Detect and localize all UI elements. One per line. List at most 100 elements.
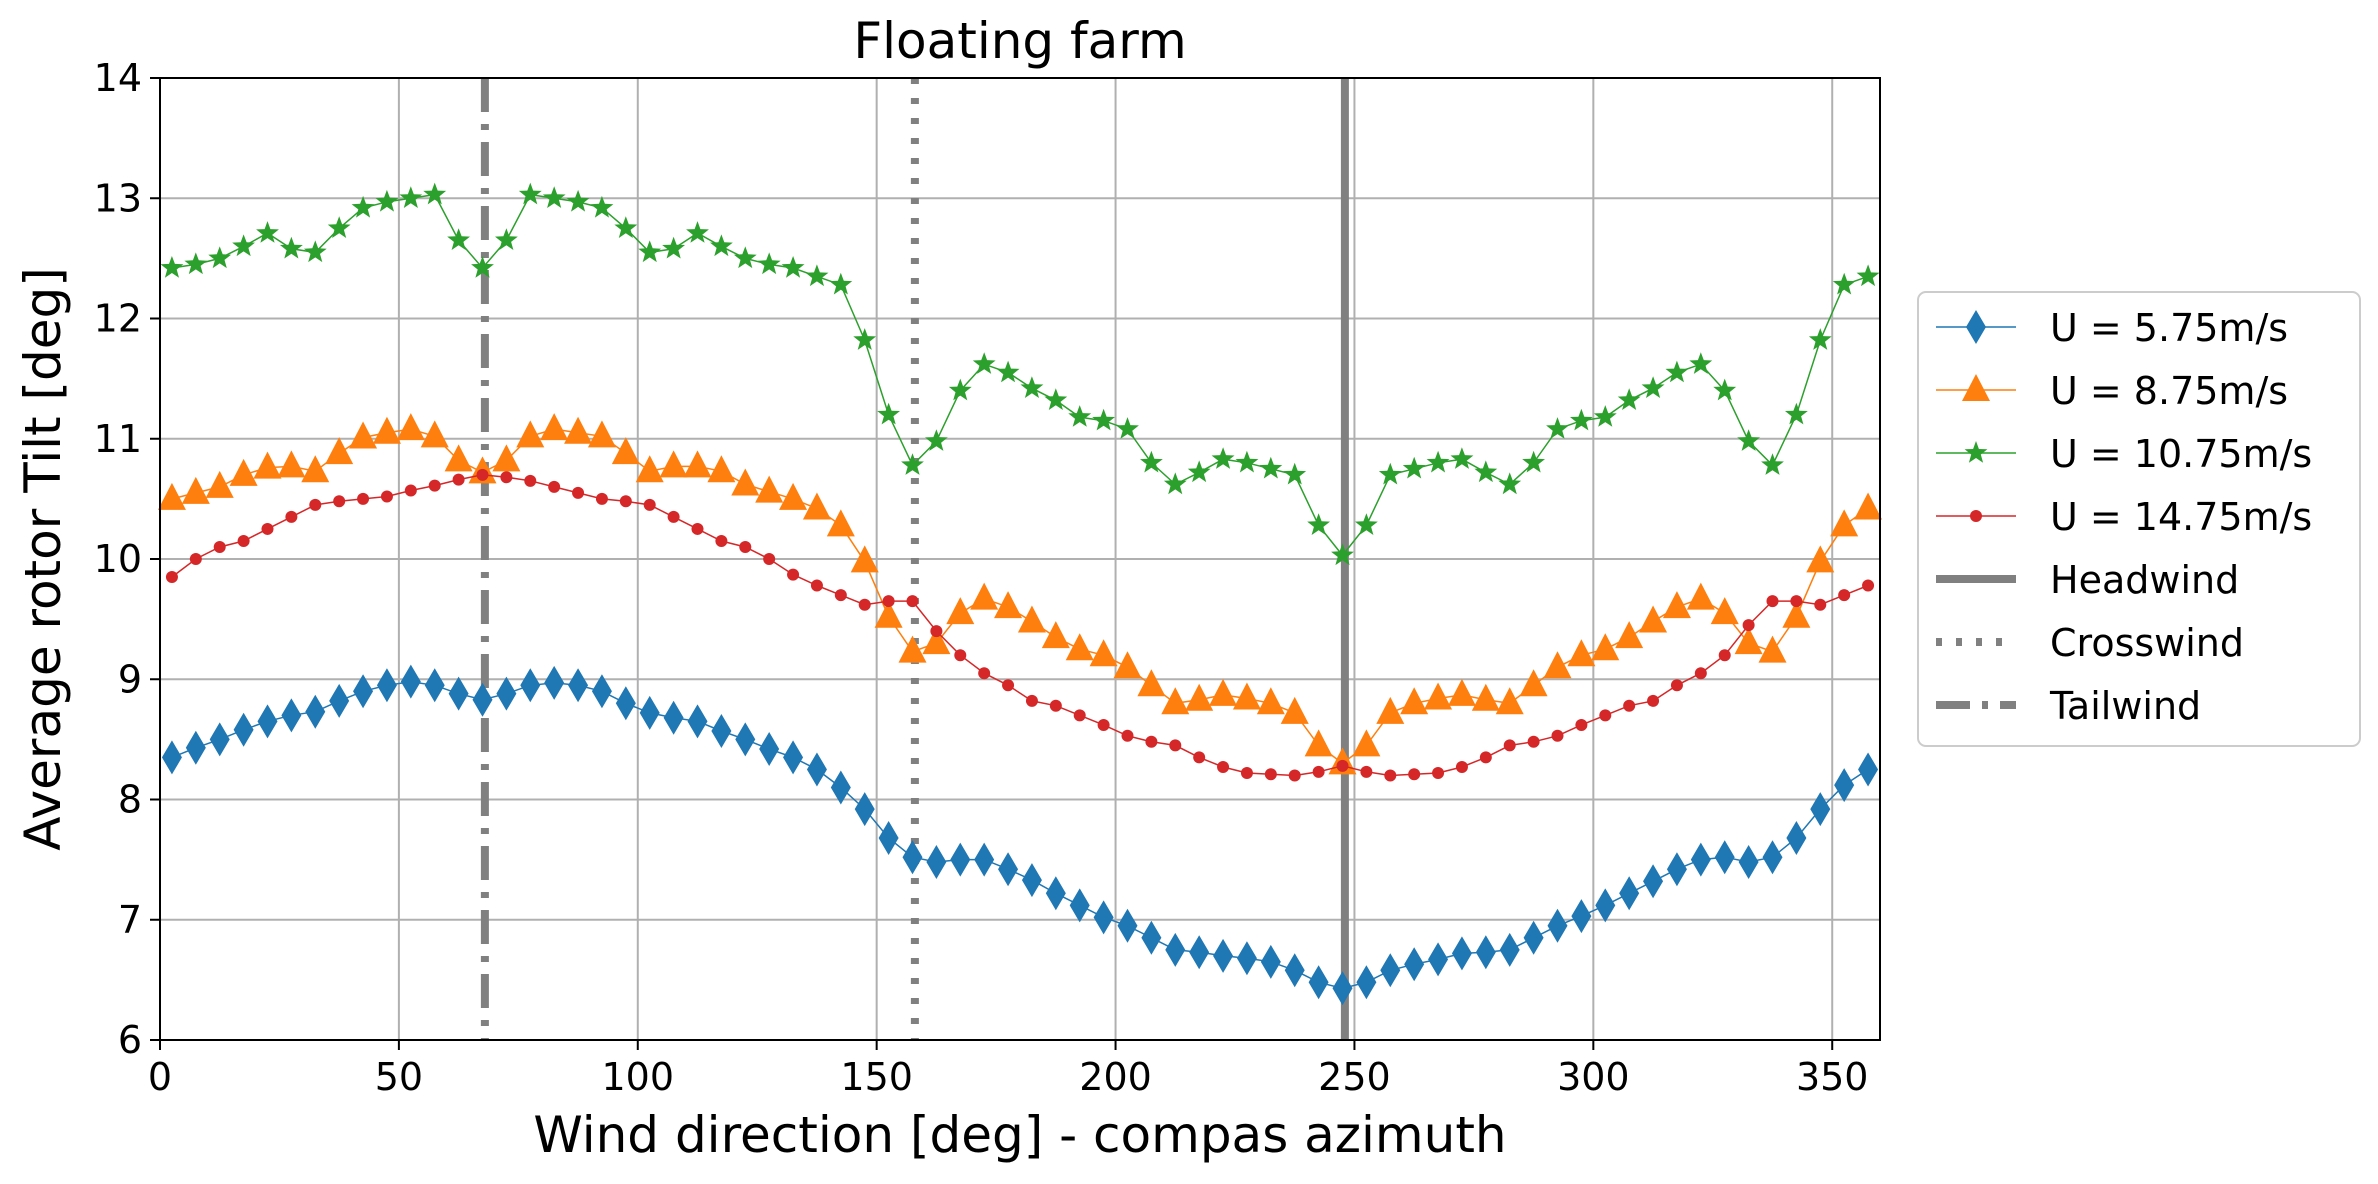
y-axis-label: Average rotor Tilt [deg] [14, 267, 72, 850]
chart-title: Floating farm [853, 12, 1186, 70]
data-point [1838, 589, 1851, 602]
data-point [802, 492, 831, 520]
data-point [1694, 667, 1707, 680]
data-point [1288, 769, 1301, 782]
data-point [882, 595, 895, 608]
data-point [351, 195, 375, 218]
data-point [452, 473, 465, 486]
data-point [711, 713, 732, 748]
data-point [1713, 378, 1737, 401]
data-point [667, 510, 680, 523]
data-point [380, 490, 393, 503]
data-point [1380, 953, 1401, 988]
data-point [396, 413, 425, 441]
data-point [566, 189, 590, 212]
data-point [643, 498, 656, 511]
legend-label: U = 5.75m/s [2050, 306, 2288, 350]
data-point [834, 589, 847, 602]
data-point [1575, 718, 1588, 731]
legend-label: U = 8.75m/s [2050, 369, 2288, 413]
data-point [926, 845, 947, 880]
data-point [1543, 651, 1572, 679]
data-point [1647, 694, 1660, 707]
data-point [1211, 447, 1235, 469]
x-tick-label: 100 [602, 1055, 675, 1099]
data-point [1193, 751, 1206, 764]
data-point [1762, 840, 1783, 875]
data-point [181, 476, 210, 504]
data-point [1686, 582, 1715, 610]
data-point [1137, 669, 1166, 697]
x-tick-label: 200 [1079, 1055, 1152, 1099]
data-point [424, 668, 445, 703]
data-point [739, 540, 752, 553]
data-point [1240, 767, 1253, 780]
data-point [1737, 429, 1760, 451]
data-point [638, 240, 662, 263]
data-point [1092, 408, 1115, 431]
data-point [471, 256, 494, 278]
data-point [205, 470, 234, 498]
data-point [1670, 679, 1683, 692]
series-line [171, 193, 1869, 557]
legend-label: U = 14.75m/s [2050, 495, 2312, 539]
data-point [1617, 388, 1641, 410]
data-point [185, 730, 206, 765]
data-point [1830, 509, 1859, 537]
data-point [1113, 651, 1142, 679]
data-point [1232, 682, 1261, 710]
data-point [757, 252, 781, 275]
data-point [1499, 932, 1520, 967]
data-point [353, 674, 374, 709]
data-point [1814, 598, 1827, 611]
data-point [1336, 759, 1349, 772]
data-point [1714, 840, 1735, 875]
data-point [707, 455, 736, 483]
data-point [1570, 408, 1593, 431]
data-point [759, 731, 780, 766]
data-point [209, 722, 230, 757]
data-point [1639, 605, 1668, 633]
data-point [1283, 462, 1307, 485]
data-point [1734, 627, 1763, 655]
data-point [1259, 456, 1283, 479]
data-point [325, 437, 354, 465]
data-point [1041, 621, 1070, 649]
data-point [1643, 864, 1664, 899]
data-point [1384, 769, 1397, 782]
data-point [954, 649, 967, 662]
data-point [946, 597, 975, 625]
data-point [733, 246, 757, 269]
data-point [1356, 965, 1377, 1000]
data-point [1280, 696, 1309, 724]
y-axis-ticks: 6 7 8 9 10 11 12 13 14 [94, 56, 160, 1062]
data-point [261, 522, 274, 535]
data-point [829, 272, 853, 295]
data-point [878, 820, 899, 855]
y-tick-label: 7 [118, 898, 142, 942]
data-point [1332, 971, 1353, 1006]
data-point [400, 664, 421, 699]
data-point [710, 234, 733, 257]
data-point [826, 509, 855, 537]
data-point [1378, 462, 1402, 485]
data-point [930, 625, 943, 638]
data-point [189, 553, 202, 565]
data-point [1121, 729, 1134, 742]
data-point [683, 450, 712, 478]
data-point [970, 582, 999, 610]
data-point [1806, 545, 1835, 573]
data-point [1834, 768, 1855, 803]
data-point [898, 635, 927, 663]
data-point [572, 486, 585, 499]
x-axis-ticks: 0 50 100 150 200 250 300 350 [148, 1040, 1868, 1099]
data-point [950, 842, 971, 877]
series-3 [160, 182, 1880, 566]
data-point [518, 182, 542, 205]
data-point [590, 195, 614, 218]
data-point [213, 540, 226, 553]
data-point [309, 498, 322, 511]
data-point [972, 352, 996, 374]
data-point [375, 189, 399, 212]
data-point [495, 228, 518, 250]
